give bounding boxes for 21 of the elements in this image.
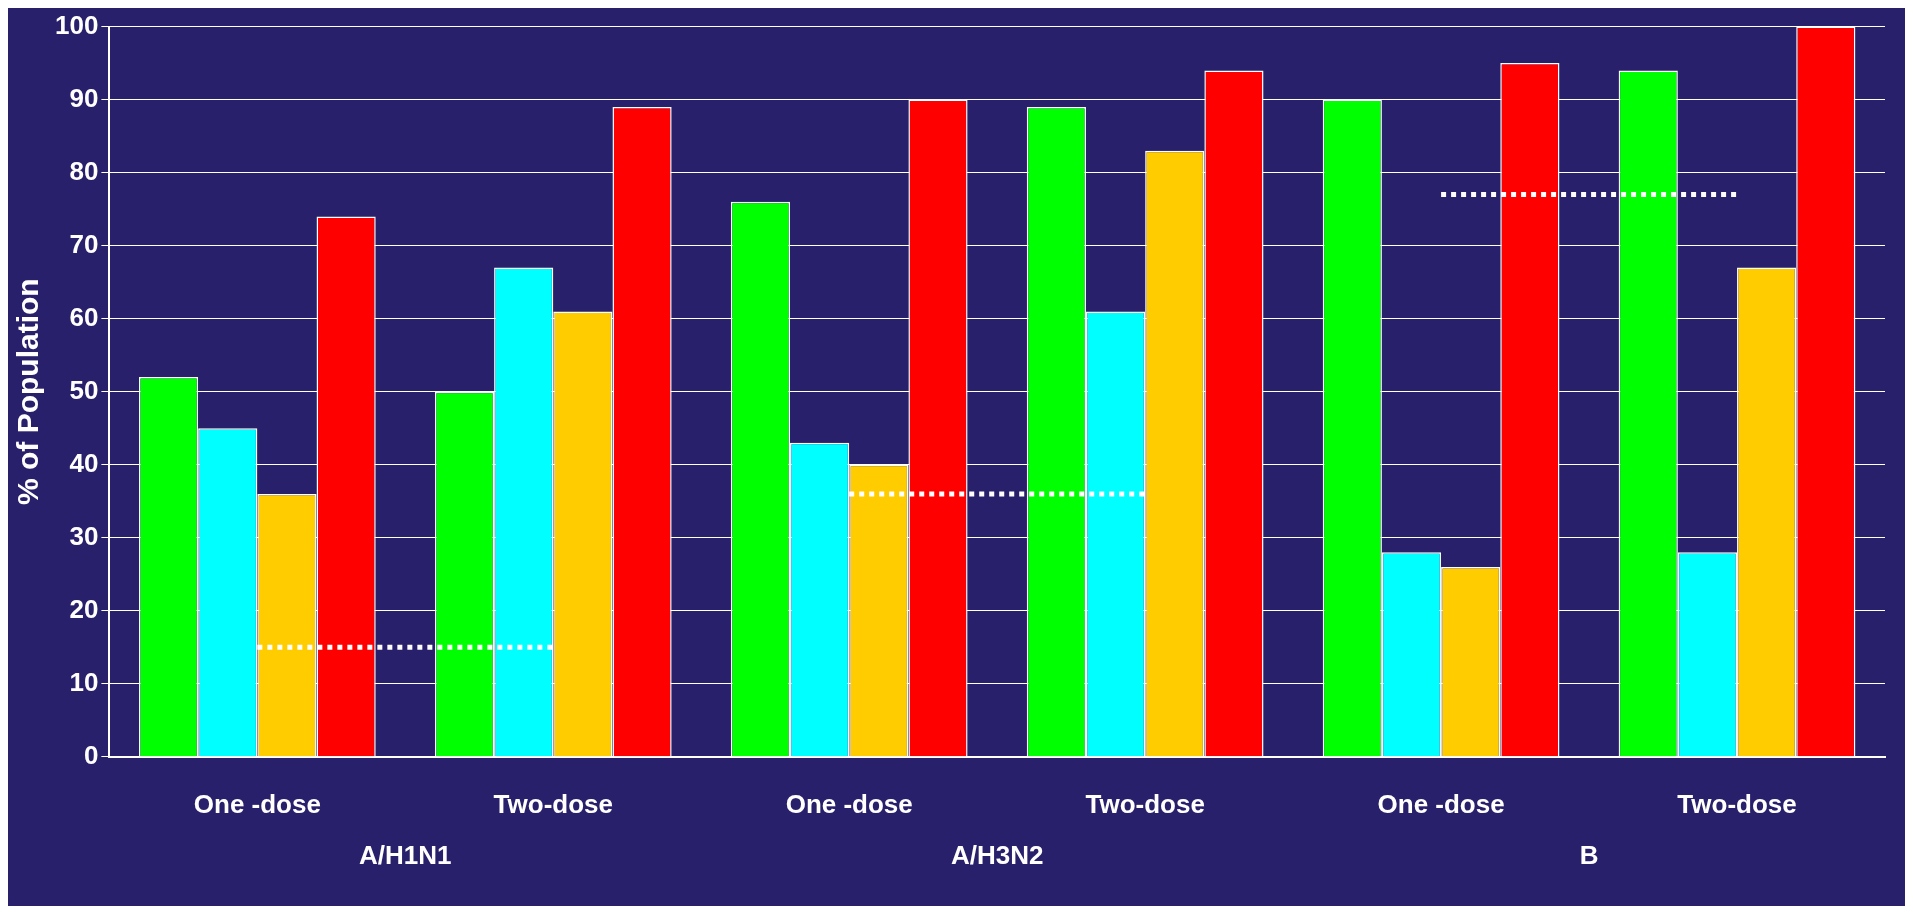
x-tick-label: One -dose <box>1377 788 1505 819</box>
y-tick-label: 90 <box>69 82 99 113</box>
y-tick-label: 80 <box>69 155 99 186</box>
x-tick-label: One -dose <box>785 788 913 819</box>
y-tick-label: 20 <box>69 593 99 624</box>
y-tick-label: 40 <box>69 447 99 478</box>
y-tick-label: 60 <box>69 301 99 332</box>
y-tick-label: 100 <box>54 9 99 40</box>
y-tick-label: 70 <box>69 228 99 259</box>
y-tick-label: 30 <box>69 520 99 551</box>
text: A/H1N1 <box>359 839 452 870</box>
x-tick-label: Two-dose <box>493 788 613 819</box>
y-tick-label: 10 <box>69 666 99 697</box>
y-tick-label: 0 <box>83 739 99 770</box>
text: A/H3N2 <box>950 839 1044 870</box>
y-axis-title: % of Population <box>11 278 45 506</box>
x-tick-label: One -dose <box>193 788 321 819</box>
x-tick-label: Two-dose <box>1085 788 1205 819</box>
text: B <box>1579 839 1599 870</box>
x-tick-label: Two-dose <box>1677 788 1797 819</box>
y-tick-label: 50 <box>69 374 99 405</box>
